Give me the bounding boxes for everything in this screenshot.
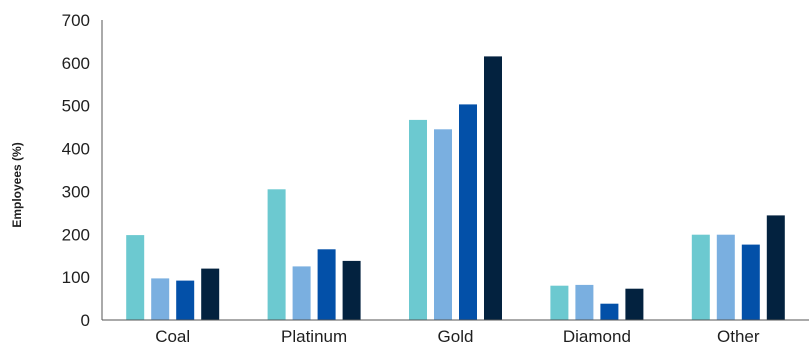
bar-platinum-series-2: [292, 266, 311, 320]
bar-gold-series-1: [409, 119, 427, 321]
bar-coal-series-2: [151, 278, 170, 320]
x-category-label: Gold: [438, 327, 474, 344]
bar-platinum-series-3: [317, 249, 336, 320]
x-category-label: Coal: [155, 327, 190, 344]
x-axis-labels: Coal Platinum Gold Diamond Other: [155, 327, 760, 344]
y-tick-label: 300: [62, 182, 90, 201]
bar-platinum-series-1: [267, 189, 286, 320]
bar-coal-series-4: [201, 268, 220, 320]
bar-diamond-series-4: [625, 288, 644, 320]
bar-gold-series-3: [459, 104, 477, 321]
bars-group: [126, 56, 785, 321]
bar-gold-series-4: [484, 56, 502, 321]
bar-platinum-series-4: [342, 260, 361, 320]
x-category-label: Diamond: [563, 327, 631, 344]
bar-other-series-2: [716, 234, 735, 320]
x-category-label: Other: [717, 327, 760, 344]
y-tick-label: 100: [62, 268, 90, 287]
bar-other-series-3: [741, 244, 760, 320]
bar-other-series-1: [691, 234, 710, 320]
bar-gold-series-2: [434, 129, 452, 320]
bar-other-series-4: [766, 215, 785, 320]
y-tick-label: 500: [62, 97, 90, 116]
y-axis-ticks: 0 100 200 300 400 500 600 700: [62, 11, 90, 330]
y-tick-label: 0: [81, 311, 90, 330]
bar-diamond-series-3: [600, 303, 619, 320]
y-tick-label: 700: [62, 11, 90, 30]
y-axis-title: Employees (%): [10, 142, 24, 227]
bar-coal-series-1: [126, 235, 145, 320]
bar-diamond-series-1: [550, 285, 569, 320]
x-category-label: Platinum: [281, 327, 347, 344]
y-tick-label: 600: [62, 54, 90, 73]
bar-coal-series-3: [176, 280, 195, 320]
y-tick-label: 200: [62, 225, 90, 244]
bar-diamond-series-2: [575, 284, 594, 320]
y-tick-label: 400: [62, 140, 90, 159]
